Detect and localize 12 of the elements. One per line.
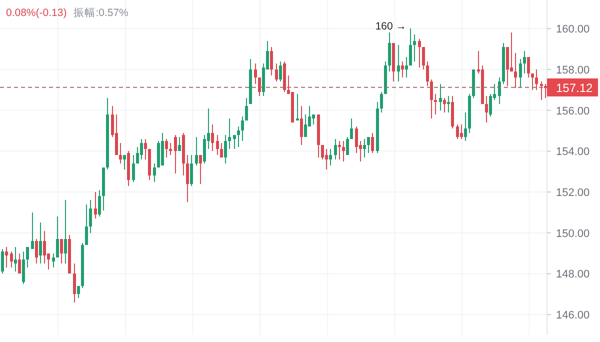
y-tick-label: 158.00 [556,64,590,76]
y-tick-label: 150.00 [556,228,590,240]
y-tick-label: 154.00 [556,146,590,158]
y-tick-label: 160.00 [556,24,590,36]
y-tick-label: 146.00 [556,310,590,322]
annotation: 振幅:0.57% [74,7,128,19]
ref-line-label: 157.12 [556,80,594,95]
annotation: 0.08%(-0.13) [6,7,67,19]
y-tick-label: 148.00 [556,268,590,281]
annotation: 160 → [375,20,406,33]
y-tick-label: 156.00 [556,105,590,118]
y-tick-label: 152.00 [556,187,590,200]
